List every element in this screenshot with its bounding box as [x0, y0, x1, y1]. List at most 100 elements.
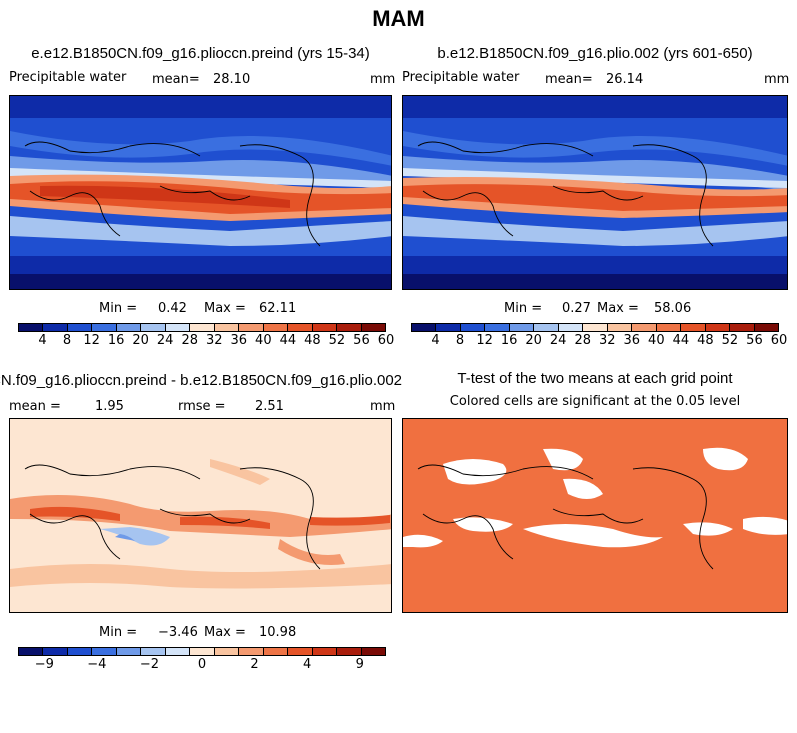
panel-1-min-label: Min =: [99, 301, 138, 316]
colorbar-swatch: [43, 648, 68, 655]
colorbar-swatch: [509, 324, 535, 331]
panel-1-colorbar: [18, 323, 386, 332]
colorbar-tick-label: 36: [230, 333, 248, 348]
panel-3-title-text: e.e12.B1850CN.f09_g16.plioccn.preind - b…: [0, 372, 403, 389]
colorbar-tick-label: 28: [574, 333, 591, 348]
panel-2-title: b.e12.B1850CN.f09_g16.plio.002 (yrs 601-…: [437, 45, 753, 62]
panel-4-field: [403, 419, 787, 612]
panel-3-rmse-value: 2.51: [255, 399, 284, 414]
panel-1-units: mm: [370, 72, 396, 87]
colorbar-swatch: [263, 324, 289, 331]
panel-2-min-value: 0.27: [562, 301, 591, 316]
colorbar-tick-label: 48: [304, 333, 321, 348]
colorbar-tick-label: 20: [525, 333, 542, 348]
colorbar-swatch: [460, 324, 486, 331]
colorbar-swatch: [190, 324, 215, 331]
panel-1-map: [9, 95, 392, 290]
colorbar-tick-label: 52: [328, 333, 346, 348]
colorbar-swatch: [141, 648, 166, 655]
colorbar-swatch: [43, 324, 68, 331]
panel-3-field: [10, 419, 391, 612]
colorbar-swatch: [361, 324, 386, 331]
colorbar-tick-label: 12: [83, 333, 100, 348]
panel-1-colorbar-labels: 4 8 12 16 20 24 28 32 36 40 44 48 52 56 60: [18, 333, 394, 349]
colorbar-tick-label: 56: [746, 333, 763, 348]
colorbar-tick-label: 0: [197, 657, 207, 672]
panel-2-min-label: Min =: [504, 301, 543, 316]
colorbar-swatch: [412, 324, 437, 331]
panel-2-mean-label: mean=: [545, 72, 593, 87]
colorbar-tick-label: 44: [279, 333, 297, 348]
panel-3-min-value: −3.46: [158, 625, 198, 640]
colorbar-tick-label: 8: [62, 333, 72, 348]
colorbar-tick-label: 32: [598, 333, 616, 348]
panel-1-max-value: 62.11: [259, 301, 297, 316]
panel-3-max-label: Max =: [204, 625, 246, 640]
colorbar-swatch: [632, 324, 657, 331]
panel-1-field: [10, 96, 391, 289]
colorbar-tick-label: 48: [697, 333, 714, 348]
colorbar-swatch: [681, 324, 706, 331]
panel-2-map: [402, 95, 788, 290]
colorbar-swatch: [485, 324, 510, 331]
panel-3-map: [9, 418, 392, 613]
colorbar-tick-label: 36: [623, 333, 641, 348]
colorbar-tick-label: 16: [107, 333, 125, 348]
panel-3-colorbar-labels: −9 −4 −2 0 2 4 9: [18, 657, 386, 673]
colorbar-tick-label: 28: [181, 333, 198, 348]
colorbar-swatch: [165, 324, 191, 331]
colorbar-swatch: [656, 324, 682, 331]
colorbar-swatch: [705, 324, 731, 331]
panel-3-mean-value: 1.95: [95, 399, 124, 414]
colorbar-swatch: [607, 324, 633, 331]
panel-3-colorbar: [18, 647, 386, 656]
panel-3-max-value: 10.98: [259, 625, 297, 640]
colorbar-swatch: [288, 648, 313, 655]
colorbar-tick-label: 32: [205, 333, 223, 348]
colorbar-swatch: [67, 648, 93, 655]
colorbar-tick-label: −2: [139, 657, 160, 672]
colorbar-swatch: [165, 648, 191, 655]
panel-4-title: T-test of the two means at each grid poi…: [457, 370, 733, 387]
colorbar-swatch: [312, 324, 338, 331]
panel-4-map: [402, 418, 788, 613]
colorbar-swatch: [288, 324, 313, 331]
colorbar-swatch: [214, 324, 240, 331]
panel-1-variable: Precipitable water: [9, 70, 127, 85]
colorbar-tick-label: 44: [672, 333, 690, 348]
colorbar-swatch: [92, 648, 117, 655]
colorbar-tick-label: 2: [250, 657, 259, 672]
colorbar-tick-label: 4: [303, 657, 312, 672]
panel-3-title: e.e12.B1850CN.f09_g16.plioccn.preind - b…: [0, 372, 470, 389]
colorbar-tick-label: −9: [34, 657, 54, 672]
figure-title: MAM: [372, 6, 425, 31]
panel-2-colorbar: [411, 323, 779, 332]
colorbar-swatch: [19, 648, 44, 655]
panel-2-units: mm: [764, 72, 790, 87]
colorbar-tick-label: 4: [431, 333, 440, 348]
colorbar-tick-label: 9: [355, 657, 364, 672]
colorbar-swatch: [67, 324, 93, 331]
colorbar-swatch: [754, 324, 779, 331]
panel-3-mean-label: mean =: [9, 399, 61, 414]
panel-3-units: mm: [370, 399, 396, 414]
colorbar-swatch: [312, 648, 338, 655]
colorbar-swatch: [190, 648, 215, 655]
colorbar-swatch: [116, 324, 142, 331]
colorbar-swatch: [558, 324, 584, 331]
colorbar-swatch: [730, 324, 755, 331]
colorbar-tick-label: 4: [38, 333, 47, 348]
colorbar-tick-label: 24: [156, 333, 174, 348]
colorbar-swatch: [92, 324, 117, 331]
colorbar-tick-label: 52: [721, 333, 739, 348]
colorbar-swatch: [361, 648, 386, 655]
panel-2-max-value: 58.06: [654, 301, 692, 316]
panel-4-subtitle: Colored cells are significant at the 0.0…: [449, 394, 741, 409]
colorbar-swatch: [436, 324, 461, 331]
panel-1-mean-label: mean=: [152, 72, 200, 87]
panel-2-variable: Precipitable water: [402, 70, 520, 85]
panel-3-rmse-label: rmse =: [178, 399, 226, 414]
colorbar-tick-label: 12: [476, 333, 493, 348]
panel-1-max-label: Max =: [204, 301, 246, 316]
colorbar-tick-label: 60: [377, 333, 395, 348]
